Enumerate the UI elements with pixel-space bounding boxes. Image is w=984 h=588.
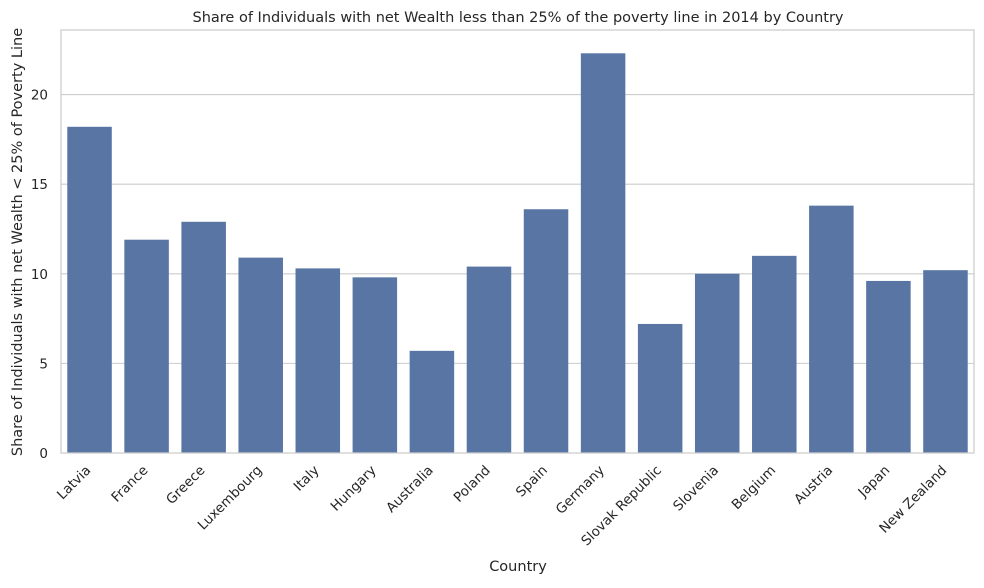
y-tick-label: 0 [39,446,48,462]
x-tick-label: Japan [855,463,894,502]
bar-belgium [752,255,797,453]
bar-italy [295,268,341,453]
bar-latvia [67,126,112,453]
bar-greece [181,221,226,453]
x-axis-label: Country [489,559,547,575]
bar-japan [866,280,911,453]
y-tick-label: 20 [31,88,48,104]
x-tick-label: Latvia [54,463,94,503]
x-tick-label: Austria [791,463,836,508]
y-axis-label: Share of Individuals with net Wealth < 2… [10,28,26,456]
x-tick-label: Spain [513,463,551,501]
y-tick-label: 10 [31,267,48,283]
x-tick-label: Australia [383,463,437,517]
bar-poland [466,266,512,453]
y-tick-label: 5 [39,356,48,372]
bars [67,53,968,454]
bar-hungary [352,277,398,453]
x-tick-label: Hungary [328,463,380,515]
y-tick-labels: 0 5 10 15 20 [31,88,48,462]
bar-luxembourg [238,257,283,453]
bar-germany [580,53,626,454]
x-tick-label: Germany [553,463,608,518]
bar-austria [809,205,854,453]
x-tick-label: Belgium [729,463,779,513]
bar-new-zealand [923,270,968,453]
bar-france [124,239,169,453]
plot-frame [60,29,975,454]
bar-spain [523,209,569,453]
bar-slovak-republic [637,323,683,453]
x-tick-label: Italy [291,463,323,495]
x-tick-label: Greece [163,463,208,508]
chart-title: Share of Individuals with net Wealth les… [193,10,844,26]
y-tick-label: 15 [31,177,48,193]
x-tick-label: France [108,463,151,506]
x-tick-label: Slovenia [670,463,722,515]
x-tick-label: Poland [451,463,494,506]
bar-australia [409,350,455,453]
bar-slovenia [694,273,740,453]
